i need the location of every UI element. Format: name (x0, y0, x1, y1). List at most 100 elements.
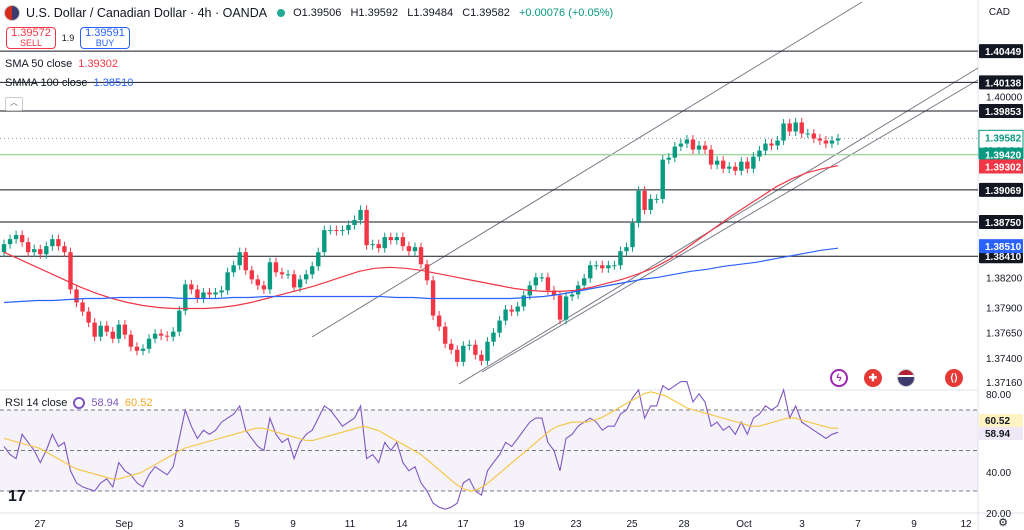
candle-body (86, 311, 91, 323)
candle-body (678, 143, 684, 147)
candle-body (322, 230, 327, 253)
time-tick-label: Oct (736, 519, 752, 530)
candle-body (32, 249, 37, 253)
candle-body (811, 133, 817, 139)
candle-body (13, 235, 19, 240)
lightning-event-icon[interactable]: ϟ (830, 369, 848, 387)
candle-body (442, 326, 448, 344)
collapse-legend-icon[interactable]: ︿ (5, 97, 23, 111)
candle-body (666, 157, 671, 160)
buy-button[interactable]: 1.39591 BUY (80, 27, 130, 49)
time-tick-label: 28 (678, 519, 690, 530)
candle-body (267, 262, 273, 290)
currency-label[interactable]: CAD (988, 7, 1010, 18)
candle-body (581, 278, 587, 286)
rsi-settings-icon[interactable] (73, 397, 86, 409)
time-tick-label: 3 (799, 519, 805, 530)
candle-body (654, 198, 659, 200)
candle-body (358, 209, 363, 221)
candle-body (720, 160, 726, 169)
candle-body (829, 140, 835, 144)
candle-body (533, 277, 539, 286)
candle-body (316, 252, 321, 267)
canada-event-icon[interactable]: ✚ (864, 369, 882, 387)
candle-body (122, 324, 128, 335)
candle-body (418, 247, 424, 265)
settings-gear-icon[interactable]: ⚙ (998, 517, 1008, 529)
candle-body (606, 265, 611, 269)
sell-label: SELL (19, 38, 43, 48)
time-tick-label: 19 (513, 519, 525, 530)
candle-body (104, 325, 109, 332)
smma-label: SMMA 100 close (5, 77, 88, 89)
candle-body (74, 289, 79, 303)
candle-body (557, 295, 563, 320)
sma-label: SMA 50 close (5, 58, 73, 70)
time-tick-label: 5 (234, 519, 240, 530)
time-tick-label: 27 (34, 519, 46, 530)
smma-legend[interactable]: SMMA 100 close 1.38510 (5, 77, 133, 89)
candle-body (406, 246, 412, 252)
candle-body (455, 349, 460, 362)
rsi-ma-line (3, 391, 838, 492)
candle-body (164, 335, 170, 337)
candle-body (787, 123, 792, 132)
rsi-legend[interactable]: RSI 14 close 58.94 60.52 (5, 397, 152, 409)
candle-body (799, 122, 804, 134)
candle-body (751, 156, 756, 169)
trend-channel-line (458, 67, 979, 385)
candle-body (612, 265, 617, 267)
market-status-icon (277, 9, 286, 17)
candle-body (213, 292, 218, 295)
candle-body (334, 230, 339, 232)
level-price-label: 1.39069 (985, 186, 1022, 197)
candle-body (207, 292, 212, 295)
spread-value: 1.9 (61, 33, 75, 43)
rsi-ma-tag-label: 60.52 (985, 416, 1010, 427)
rsi-line (3, 381, 839, 510)
time-tick-label: 3 (178, 519, 184, 530)
candle-body (261, 285, 267, 290)
candle-body (618, 251, 623, 266)
sell-button[interactable]: 1.39572 SELL (6, 27, 56, 49)
sma-price-tag (979, 159, 1023, 174)
candle-body (225, 272, 230, 291)
candle-body (491, 332, 496, 342)
candle-body (793, 122, 798, 132)
candle-body (285, 274, 291, 276)
candle-body (660, 159, 665, 199)
candle-body (19, 235, 25, 243)
smma-value: 1.38510 (93, 77, 134, 89)
us-event-icon[interactable] (897, 369, 915, 387)
candle-body (80, 302, 85, 312)
level-price-tag (979, 104, 1023, 119)
canada-event-group-icon[interactable]: ⟨⟩ (945, 369, 963, 387)
rsi-ma-value: 60.52 (124, 397, 153, 409)
candle-body (696, 145, 702, 150)
candle-body (569, 294, 575, 297)
smma-price-tag (979, 239, 1023, 254)
candle-body (1, 244, 7, 253)
sma-price-label: 1.39302 (985, 162, 1022, 173)
candle-body (128, 334, 134, 347)
candle-body (817, 138, 823, 141)
time-tick-label: 7 (855, 519, 861, 530)
candle-body (763, 143, 768, 151)
candle-body (140, 348, 146, 351)
candle-body (436, 315, 442, 327)
time-tick-label: 25 (626, 519, 638, 530)
symbol-title[interactable]: U.S. Dollar / Canadian Dollar · 4h · OAN… (26, 6, 268, 20)
candle-body (328, 230, 333, 232)
candle-body (38, 249, 43, 255)
candle-body (727, 166, 732, 169)
candle-body (600, 265, 605, 269)
price-tick-label: 1.37160 (986, 378, 1023, 389)
candle-body (424, 264, 430, 281)
last-price-label: 1.39582 (985, 133, 1022, 144)
candle-body (545, 277, 551, 291)
rsi-ma-tag (979, 414, 1023, 427)
rsi-value-tag-label: 58.94 (985, 429, 1010, 440)
sma-legend[interactable]: SMA 50 close 1.39302 (5, 58, 118, 70)
candle-body (769, 143, 774, 146)
